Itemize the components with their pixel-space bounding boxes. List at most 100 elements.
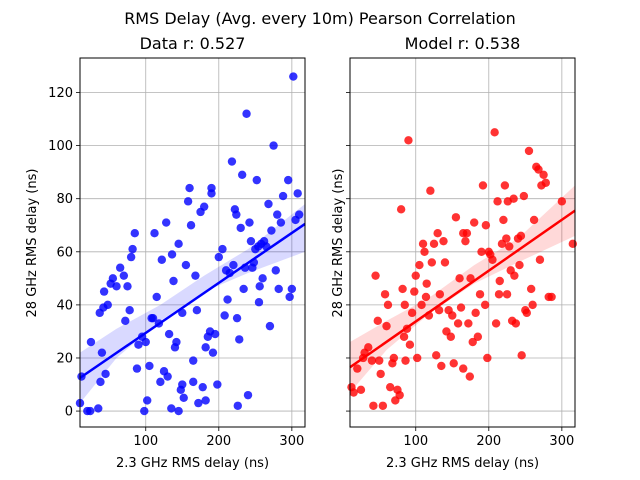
scatter-point xyxy=(162,218,171,227)
scatter-point xyxy=(389,353,399,363)
scatter-point xyxy=(181,260,191,270)
scatter-point xyxy=(380,290,390,299)
scatter-point xyxy=(237,170,247,180)
panel-data: Data r: 0.527 100 200 300 0 20 40 60 80 100 120 2… xyxy=(25,34,306,471)
scatter-point xyxy=(157,255,167,264)
scatter-point xyxy=(398,284,407,294)
scatter-point xyxy=(246,236,256,246)
scatter-point xyxy=(283,175,293,185)
scatter-point xyxy=(407,308,417,318)
scatter-point xyxy=(413,353,422,363)
axes-frame xyxy=(79,57,306,428)
scatter-point xyxy=(254,298,264,307)
scatter-point xyxy=(448,311,457,320)
scatter-point xyxy=(174,239,183,249)
scatter-point xyxy=(557,197,567,206)
scatter-point xyxy=(255,282,264,291)
scatter-point xyxy=(148,313,158,323)
scatter-point xyxy=(179,393,188,402)
x-axis-label-data: 2.3 GHz RMS delay (ns) xyxy=(116,456,269,471)
scatter-point xyxy=(499,215,508,225)
scatter-point xyxy=(404,136,413,145)
scatter-point xyxy=(245,218,254,227)
scatter-point xyxy=(405,340,415,349)
scatter-point xyxy=(453,319,463,328)
scatter-point xyxy=(395,390,404,400)
scatter-point xyxy=(294,210,304,219)
panel-model: Model r: 0.538 100 200 300 2.3 GHz RMS del… xyxy=(331,34,578,471)
x-tick-label: 300 xyxy=(279,434,304,449)
scatter-point xyxy=(132,364,142,373)
y-tick-label: 120 xyxy=(48,86,73,101)
scatter-point xyxy=(455,274,464,283)
scatter-point xyxy=(242,109,251,118)
scatter-point xyxy=(169,276,178,286)
scatter-point xyxy=(367,356,377,365)
x-tick-label: 100 xyxy=(133,434,158,449)
scatter-point xyxy=(201,396,210,405)
scatter-point xyxy=(500,181,510,190)
panel-title-data: Data r: 0.527 xyxy=(140,34,246,53)
scatter-point xyxy=(167,250,177,259)
scatter-point xyxy=(439,236,448,246)
figure-suptitle: RMS Delay (Avg. every 10m) Pearson Corre… xyxy=(124,9,516,28)
x-tick-label: 200 xyxy=(206,434,231,449)
scatter-point xyxy=(491,319,501,328)
scatter-point xyxy=(478,181,488,190)
scatter-point xyxy=(152,292,161,302)
scatter-point xyxy=(164,329,174,339)
scatter-point xyxy=(269,141,278,150)
scatter-point xyxy=(446,332,456,341)
scatter-point xyxy=(198,382,207,392)
scatter-point xyxy=(232,313,242,323)
y-tick-label: 40 xyxy=(56,298,73,313)
scatter-point xyxy=(183,197,193,206)
scatter-point xyxy=(378,401,388,410)
scatter-point xyxy=(150,229,159,238)
scatter-point xyxy=(189,377,198,387)
scatter-point xyxy=(174,406,183,416)
scatter-point xyxy=(539,170,548,180)
scatter-point xyxy=(373,316,382,326)
scatter-point xyxy=(356,385,366,395)
scatter-point xyxy=(480,300,490,310)
scatter-point xyxy=(112,282,121,291)
scatter-point xyxy=(213,380,222,389)
axes-frame xyxy=(349,57,576,428)
scatter-point xyxy=(427,258,437,267)
scatter-point xyxy=(115,263,125,272)
scatter-point xyxy=(349,388,358,397)
scatter-point xyxy=(364,343,373,352)
scatter-point xyxy=(103,300,112,310)
scatter-point xyxy=(199,202,209,211)
scatter-point xyxy=(437,361,446,371)
scatter-point xyxy=(435,290,445,299)
scatter-point xyxy=(426,186,435,195)
scatter-point xyxy=(422,279,431,288)
scatter-point xyxy=(375,356,384,365)
scatter-point xyxy=(399,332,409,341)
scatter-point xyxy=(462,229,472,238)
scatter-point xyxy=(214,252,223,262)
scatter-point xyxy=(232,210,241,219)
scatter-point xyxy=(235,335,244,344)
scatter-point xyxy=(141,337,150,347)
scatter-point xyxy=(465,372,475,381)
scatter-point xyxy=(369,401,378,410)
scatter-point xyxy=(526,284,536,294)
scatter-point xyxy=(420,247,429,256)
scatter-point xyxy=(510,271,519,280)
scatter-point xyxy=(178,380,187,389)
scatter-point xyxy=(121,316,130,326)
scatter-point xyxy=(541,178,550,187)
scatter-point xyxy=(125,305,134,315)
scatter-point xyxy=(276,218,286,227)
scatter-point xyxy=(509,194,518,203)
scatter-point xyxy=(516,231,526,241)
x-tick-label: 200 xyxy=(476,434,501,449)
scatter-point xyxy=(201,343,210,352)
scatter-point xyxy=(273,210,282,219)
scatter-point xyxy=(459,364,468,373)
scatter-point xyxy=(167,404,176,413)
scatter-point xyxy=(415,260,424,270)
